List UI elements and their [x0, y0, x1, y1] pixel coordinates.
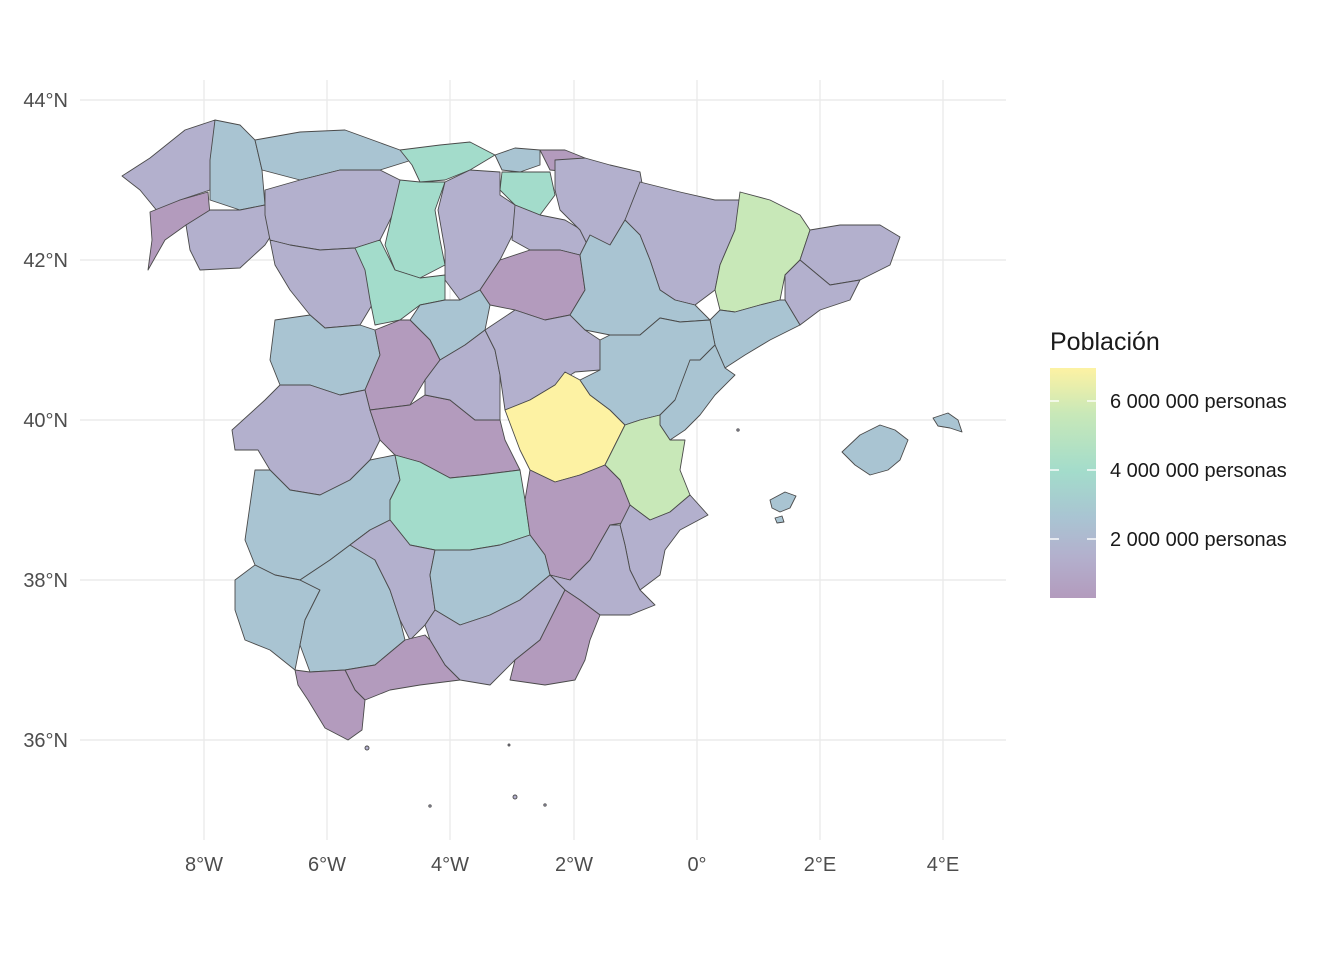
- province-zamora[interactable]: [269, 239, 376, 329]
- province-tarragona[interactable]: [709, 299, 801, 369]
- province-guadalajara[interactable]: [484, 309, 601, 411]
- legend-label-4m: 4 000 000 personas: [1110, 460, 1287, 482]
- territory-melilla[interactable]: [512, 794, 518, 800]
- lat-axis-labels: 44°N 42°N 40°N 38°N 36°N: [23, 90, 68, 752]
- lat-label-40: 40°N: [23, 410, 68, 432]
- islet-chafarinas[interactable]: [428, 804, 432, 808]
- lon-label-2w: 2°W: [555, 854, 593, 876]
- province-barcelona[interactable]: [784, 259, 861, 326]
- lon-axis-labels: 8°W 6°W 4°W 2°W 0° 2°E 4°E: [185, 854, 959, 876]
- lon-label-2e: 2°E: [804, 854, 836, 876]
- lon-label-4w: 4°W: [431, 854, 469, 876]
- legend-label-6m: 6 000 000 personas: [1110, 391, 1287, 413]
- lon-label-0: 0°: [687, 854, 706, 876]
- province-cadiz[interactable]: [294, 669, 366, 741]
- island-mallorca[interactable]: [841, 424, 909, 476]
- island-formentera[interactable]: [774, 515, 785, 524]
- lat-label-38: 38°N: [23, 570, 68, 592]
- lon-label-4e: 4°E: [927, 854, 959, 876]
- lat-label-42: 42°N: [23, 250, 68, 272]
- province-asturias[interactable]: [254, 129, 413, 181]
- province-palencia[interactable]: [384, 179, 446, 279]
- province-almeria[interactable]: [509, 589, 601, 686]
- legend-colorbar: [1050, 368, 1096, 598]
- province-madrid[interactable]: [424, 329, 501, 421]
- lon-label-8w: 8°W: [185, 854, 223, 876]
- legend-title: Población: [1050, 328, 1160, 356]
- islet-columbretes[interactable]: [736, 428, 740, 432]
- provinces: [121, 119, 963, 808]
- lat-label-44: 44°N: [23, 90, 68, 112]
- province-bizkaia[interactable]: [494, 147, 541, 173]
- province-alava[interactable]: [499, 171, 556, 216]
- province-leon[interactable]: [264, 169, 401, 251]
- islet-small[interactable]: [507, 743, 511, 747]
- legend-label-2m: 2 000 000 personas: [1110, 529, 1287, 551]
- lon-label-6w: 6°W: [308, 854, 346, 876]
- island-menorca[interactable]: [932, 412, 963, 433]
- island-ibiza[interactable]: [769, 491, 797, 513]
- province-lugo[interactable]: [209, 119, 266, 211]
- islet-alboran[interactable]: [543, 803, 547, 807]
- lat-label-36: 36°N: [23, 730, 68, 752]
- territory-ceuta[interactable]: [364, 745, 370, 751]
- legend: Población 6 000 000 personas 4 000 000 p…: [1050, 328, 1287, 598]
